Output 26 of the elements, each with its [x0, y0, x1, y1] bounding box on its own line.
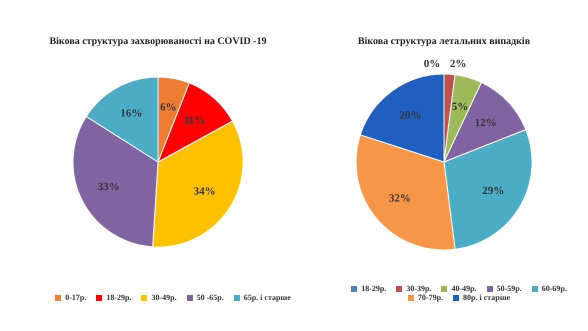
legend-label: 50 -65р. [196, 293, 224, 302]
data-label: 16% [120, 108, 142, 120]
legend-label: 18-29р. [106, 293, 132, 302]
data-label: 11% [184, 114, 206, 127]
data-label: 29% [482, 185, 504, 198]
data-label: 34% [194, 186, 216, 198]
legend-label: 30-39р. [406, 284, 432, 293]
legend-label: 30-49р. [151, 293, 177, 302]
text: 0% [424, 58, 440, 70]
legend-label: 80р. і старше [463, 293, 510, 302]
legend-label: 18-29р. [361, 284, 386, 293]
data-label: 6% [160, 102, 177, 114]
legend-label: 60-69р. [542, 284, 567, 293]
chart-title: Вікова структура летальних випадків [356, 36, 532, 47]
legend-label: 0-17р. [65, 293, 86, 302]
legend-label: 50-59р. [496, 284, 522, 293]
data-label: 33% [98, 181, 120, 194]
data-label: 20% [399, 110, 422, 122]
legend-label: 40-49р. [451, 284, 477, 293]
data-label: 32% [388, 192, 411, 204]
data-label: 2% [450, 58, 466, 70]
legend-label: 65р. і старше [244, 293, 291, 302]
legend-label: 70-79р. [418, 293, 444, 302]
data-label: 12% [474, 116, 497, 129]
data-label: 5% [452, 101, 468, 114]
chart-title: Вікова структура захворюваності на COVID -19 [48, 36, 268, 47]
